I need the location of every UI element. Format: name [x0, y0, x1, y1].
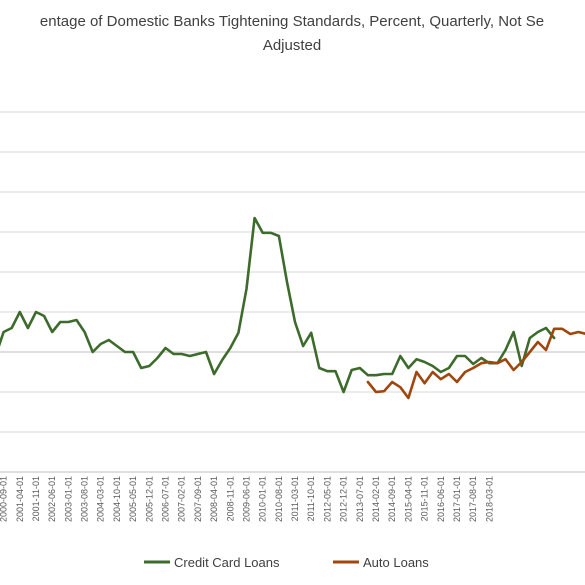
x-tick-label: 2018-03-01: [484, 476, 494, 522]
x-tick-label: 2015-04-01: [403, 476, 413, 522]
x-tick-label: 2004-03-01: [96, 476, 106, 522]
x-tick-label: 2010-08-01: [274, 476, 284, 522]
x-tick-label: 2013-07-01: [355, 476, 365, 522]
x-tick-label: 2016-06-01: [436, 476, 446, 522]
x-tick-label: 2001-11-01: [31, 476, 41, 521]
x-tick-label: 2014-09-01: [387, 476, 397, 522]
series-layer: [0, 216, 585, 400]
x-tick-label: 2005-05-01: [128, 476, 138, 522]
x-tick-label: 2007-02-01: [177, 476, 187, 522]
x-tick-label: 2017-08-01: [468, 476, 478, 522]
x-tick-label: 2014-02-01: [371, 476, 381, 522]
x-tick-label: 2012-12-01: [339, 476, 349, 522]
x-axis: 2000-09-01 2001-04-01 2001-11-01 2002-06-01…: [0, 471, 585, 522]
legend: Credit Card Loans Auto Loans: [144, 555, 429, 570]
x-tick-label: 2010-01-01: [258, 476, 268, 522]
x-tick-label: 2017-01-01: [452, 476, 462, 522]
chart-title: entage of Domestic Banks Tightening Stan…: [40, 13, 544, 54]
x-tick-label: 2003-08-01: [80, 476, 90, 522]
x-tick-label: 2000-09-01: [0, 476, 9, 522]
x-tick-label: 2001-04-01: [15, 476, 25, 522]
x-tick-label: 2009-06-01: [242, 476, 252, 522]
x-tick-label: 2008-04-01: [209, 476, 219, 522]
x-tick-label: 2003-01-01: [63, 476, 73, 522]
x-tick-label: 2011-10-01: [306, 476, 316, 521]
x-tick-label: 2012-05-01: [322, 476, 332, 522]
x-tick-label: 2006-07-01: [161, 476, 171, 522]
x-tick-label: 2011-03-01: [290, 476, 300, 521]
legend-label-auto-loans: Auto Loans: [363, 555, 429, 570]
series-line-credit-card-loans: [0, 216, 556, 394]
y-gridlines: [0, 111, 585, 433]
legend-label-credit-card-loans: Credit Card Loans: [174, 555, 280, 570]
chart-title-line-2: Adjusted: [263, 37, 321, 54]
x-tick-label: 2005-12-01: [144, 476, 154, 522]
x-tick-label: 2004-10-01: [112, 476, 122, 522]
x-tick-label: 2015-11-01: [420, 476, 430, 521]
x-tick-label: 2008-11-01: [225, 476, 235, 521]
series-line-auto-loans: [366, 327, 585, 400]
x-tick-label: 2002-06-01: [47, 476, 57, 522]
chart-title-line-1: entage of Domestic Banks Tightening Stan…: [40, 13, 544, 30]
x-tick-label: 2007-09-01: [193, 476, 203, 522]
